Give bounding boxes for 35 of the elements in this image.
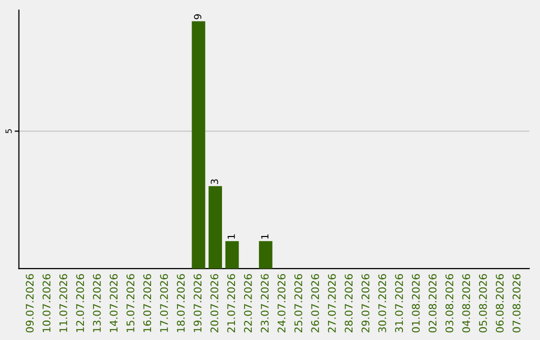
y-tick-label: 5 xyxy=(6,129,12,134)
x-tick-label: 09.07.2026 xyxy=(26,274,34,332)
x-tick-label: 14.07.2026 xyxy=(110,274,118,332)
x-tick-label: 31.07.2026 xyxy=(395,274,403,332)
x-tick-label: 19.07.2026 xyxy=(194,274,202,332)
x-tick-label: 29.07.2026 xyxy=(362,274,370,332)
x-tick-label: 05.08.2026 xyxy=(479,274,487,332)
data-label: 3 xyxy=(210,179,218,184)
x-tick-label: 18.07.2026 xyxy=(176,274,185,332)
x-tick-label: 04.08.2026 xyxy=(462,274,470,332)
x-tick-label: 13.07.2026 xyxy=(92,274,101,332)
x-tick-label: 27.07.2026 xyxy=(328,274,336,332)
x-tick-label: 15.07.2026 xyxy=(126,274,134,332)
x-tick-label: 16.07.2026 xyxy=(143,274,152,332)
data-label: 1 xyxy=(261,234,268,239)
x-tick-label: 28.07.2026 xyxy=(344,274,353,332)
x-tick-label: 10.07.2026 xyxy=(42,274,50,332)
x-tick-label: 25.07.2026 xyxy=(294,274,302,332)
x-tick-label: 22.07.2026 xyxy=(244,274,252,332)
x-tick-label: 12.07.2026 xyxy=(76,274,84,332)
x-tick-label: 21.07.2026 xyxy=(227,274,236,332)
x-tick-label: 06.08.2026 xyxy=(496,274,504,332)
x-tick-label: 20.07.2026 xyxy=(210,274,218,332)
x-tick-label: 02.08.2026 xyxy=(428,274,437,332)
x-tick-label: 17.07.2026 xyxy=(160,274,168,332)
x-tick-label: 01.08.2026 xyxy=(412,274,420,332)
data-label: 9 xyxy=(194,14,202,20)
x-tick-label: 07.08.2026 xyxy=(512,274,520,332)
x-tick-label: 03.08.2026 xyxy=(445,274,454,332)
x-tick-label: 30.07.2026 xyxy=(378,274,386,332)
x-tick-label: 24.07.2026 xyxy=(278,274,286,332)
data-label: 1 xyxy=(228,234,235,239)
x-tick-label: 26.07.2026 xyxy=(311,274,320,332)
x-tick-label: 11.07.2026 xyxy=(59,274,68,332)
x-tick-label: 23.07.2026 xyxy=(260,274,269,332)
